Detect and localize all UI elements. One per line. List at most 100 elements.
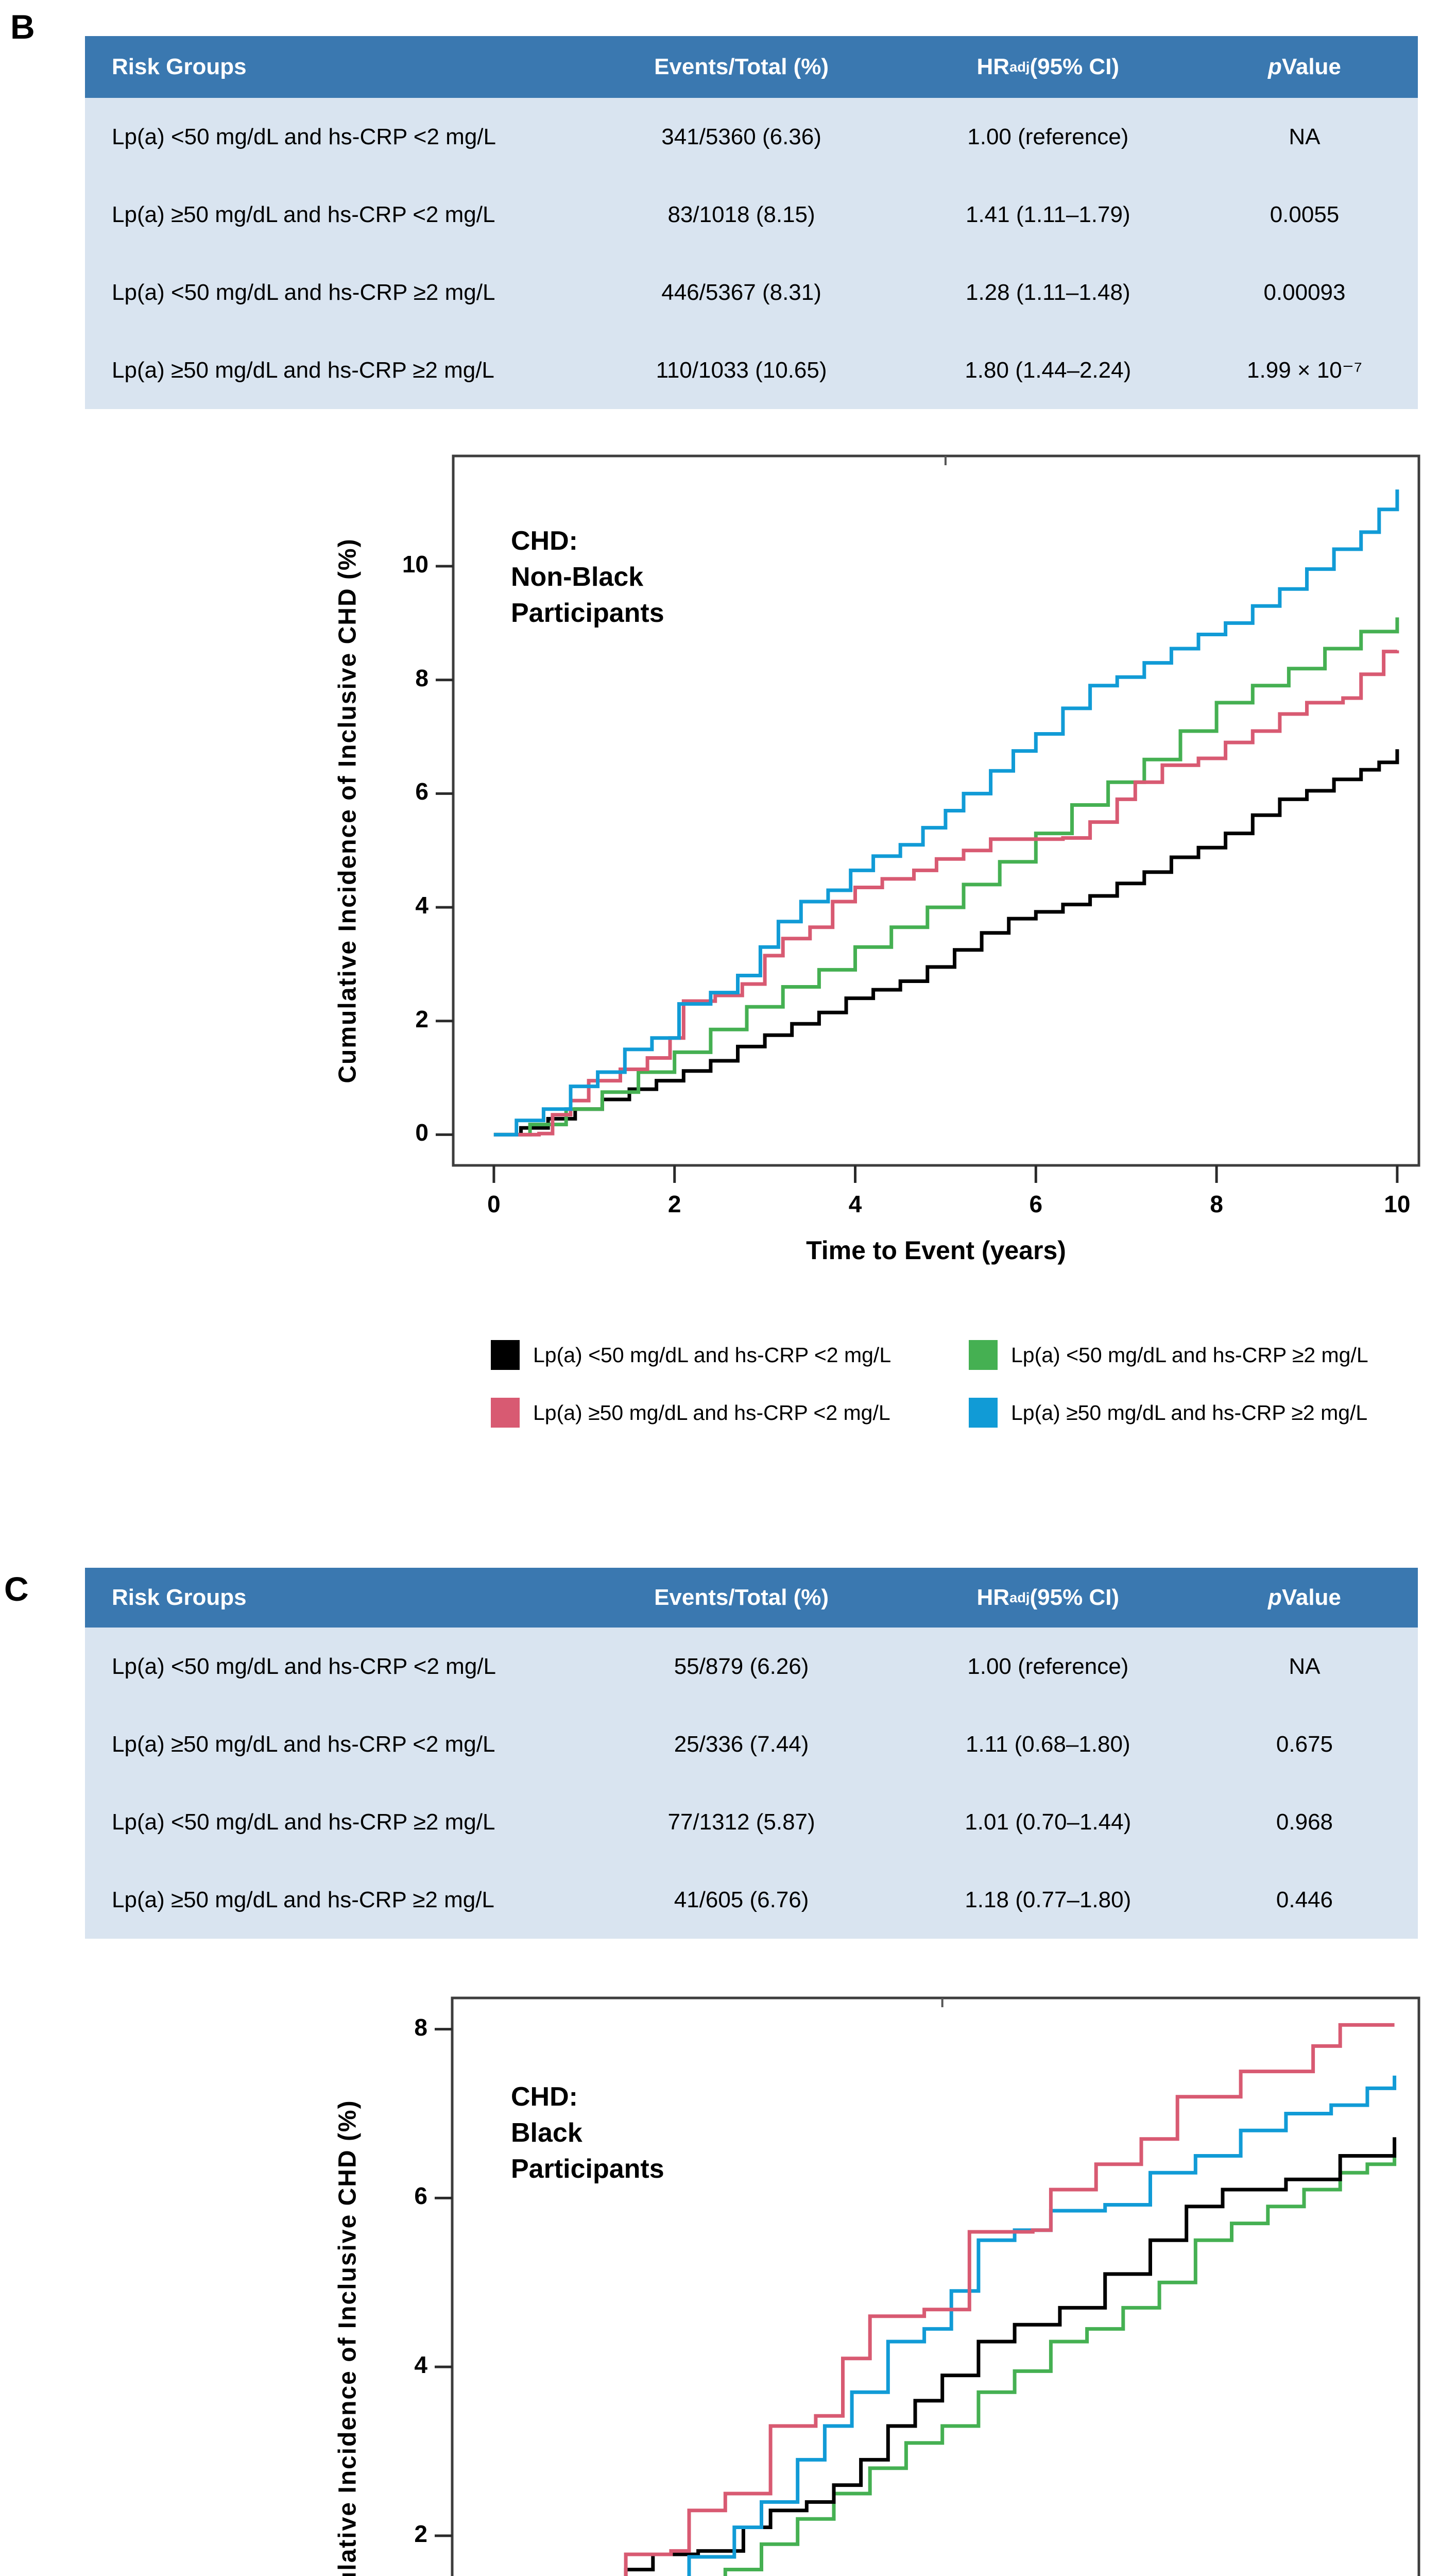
legend-swatch-blue xyxy=(969,1398,998,1428)
x-tick-label: 0 xyxy=(487,1191,501,1217)
survival-curve xyxy=(493,749,1399,1137)
risk-table-b: Risk Groups Events/Total (%) HR adj (95% … xyxy=(85,36,1418,409)
events-total-cell: 77/1312 (5.87) xyxy=(667,1809,815,1835)
y-axis-label: Cumulative Incidence of Inclusive CHD (%… xyxy=(334,2099,362,2576)
p-value-cell: NA xyxy=(1289,124,1321,149)
y-tick-label: 6 xyxy=(415,778,428,805)
hr-ci-cell: 1.18 (0.77–1.80) xyxy=(965,1887,1132,1912)
survival-curve xyxy=(493,489,1399,1137)
column-header-p-value: p Value xyxy=(1268,1585,1341,1610)
survival-curve-chart-non-black: 0 2 4 6 8 10 0 2 4 6 8 10 xyxy=(402,454,1420,1217)
y-tick-label: 0 xyxy=(415,1119,428,1146)
p-value-cell: NA xyxy=(1289,1653,1321,1679)
events-total-cell: 55/879 (6.26) xyxy=(674,1653,809,1679)
panel-label-c: C xyxy=(4,1570,29,1608)
risk-group-cell: Lp(a) <50 mg/dL and hs-CRP ≥2 mg/L xyxy=(112,1809,495,1835)
events-total-cell: 83/1018 (8.15) xyxy=(667,201,815,227)
p-value-cell: 0.0055 xyxy=(1270,201,1340,227)
hr-ci-cell: 1.00 (reference) xyxy=(967,1653,1129,1679)
p-value-cell: 0.968 xyxy=(1276,1809,1333,1835)
table-header-row: Risk Groups Events/Total (%) HR adj (95% … xyxy=(85,1568,1418,1628)
legend-item: Lp(a) ≥50 mg/dL and hs-CRP ≥2 mg/L xyxy=(969,1397,1368,1428)
chart-legend: Lp(a) <50 mg/dL and hs-CRP <2 mg/L Lp(a)… xyxy=(491,1340,1368,1455)
p-value-cell: 0.675 xyxy=(1276,1731,1333,1757)
p-value-cell: 0.446 xyxy=(1276,1887,1333,1912)
hr-ci-cell: 1.28 (1.11–1.48) xyxy=(965,279,1130,305)
table-row: Lp(a) <50 mg/dL and hs-CRP ≥2 mg/L 77/13… xyxy=(85,1783,1418,1861)
table-header-row: Risk Groups Events/Total (%) HR adj (95% … xyxy=(85,36,1418,98)
chart-title: CHD: Non-Black Participants xyxy=(511,526,664,629)
hr-ci-cell: 1.80 (1.44–2.24) xyxy=(965,357,1132,383)
risk-group-cell: Lp(a) <50 mg/dL and hs-CRP <2 mg/L xyxy=(112,1653,496,1679)
table-row: Lp(a) ≥50 mg/dL and hs-CRP <2 mg/L 83/10… xyxy=(85,176,1418,253)
legend-item: Lp(a) ≥50 mg/dL and hs-CRP <2 mg/L xyxy=(491,1397,968,1428)
legend-label: Lp(a) ≥50 mg/dL and hs-CRP ≥2 mg/L xyxy=(1011,1400,1368,1425)
legend-swatch-green xyxy=(969,1340,998,1370)
x-tick-label: 2 xyxy=(667,1191,681,1217)
x-tick-label: 6 xyxy=(1029,1191,1043,1217)
hr-ci-cell: 1.00 (reference) xyxy=(967,124,1129,149)
y-tick-label: 4 xyxy=(415,892,428,919)
table-row: Lp(a) ≥50 mg/dL and hs-CRP ≥2 mg/L 110/1… xyxy=(85,331,1418,409)
risk-group-cell: Lp(a) ≥50 mg/dL and hs-CRP <2 mg/L xyxy=(112,1731,495,1757)
risk-group-cell: Lp(a) <50 mg/dL and hs-CRP ≥2 mg/L xyxy=(112,279,495,305)
y-tick-label: 8 xyxy=(414,2013,427,2041)
column-header-hr-ci: HR adj (95% CI) xyxy=(976,54,1120,79)
table-row: Lp(a) <50 mg/dL and hs-CRP <2 mg/L 341/5… xyxy=(85,98,1418,176)
column-header-events-total: Events/Total (%) xyxy=(654,54,829,79)
column-header-risk-groups: Risk Groups xyxy=(112,54,247,79)
hr-ci-cell: 1.11 (0.68–1.80) xyxy=(965,1731,1130,1757)
y-tick-label: 10 xyxy=(402,551,428,578)
p-value-cell: 1.99 × 10⁻⁷ xyxy=(1247,358,1362,383)
risk-group-cell: Lp(a) <50 mg/dL and hs-CRP <2 mg/L xyxy=(112,124,496,149)
y-tick-label: 4 xyxy=(414,2351,427,2379)
hr-ci-cell: 1.41 (1.11–1.79) xyxy=(965,201,1130,227)
x-tick-label: 4 xyxy=(848,1191,862,1217)
column-header-hr-ci: HR adj (95% CI) xyxy=(976,1585,1120,1610)
column-header-events-total: Events/Total (%) xyxy=(654,1585,829,1610)
survival-curve xyxy=(687,2075,1397,2576)
legend-label: Lp(a) <50 mg/dL and hs-CRP ≥2 mg/L xyxy=(1011,1343,1368,1367)
hr-ci-cell: 1.01 (0.70–1.44) xyxy=(965,1809,1132,1835)
table-row: Lp(a) ≥50 mg/dL and hs-CRP <2 mg/L 25/33… xyxy=(85,1705,1418,1783)
survival-curve xyxy=(624,2023,1395,2576)
events-total-cell: 25/336 (7.44) xyxy=(674,1731,809,1757)
events-total-cell: 341/5360 (6.36) xyxy=(661,124,821,149)
x-axis-label: Time to Event (years) xyxy=(806,1236,1066,1265)
events-total-cell: 110/1033 (10.65) xyxy=(656,357,827,383)
y-axis-label: Cumulative Incidence of Inclusive CHD (%… xyxy=(334,538,362,1083)
survival-curve xyxy=(723,2151,1397,2576)
legend-swatch-black xyxy=(491,1340,520,1370)
legend-label: Lp(a) <50 mg/dL and hs-CRP <2 mg/L xyxy=(533,1343,892,1367)
y-tick-label: 2 xyxy=(415,1005,428,1032)
survival-curve xyxy=(624,2137,1397,2576)
column-header-p-value: p Value xyxy=(1268,54,1341,79)
risk-group-cell: Lp(a) ≥50 mg/dL and hs-CRP ≥2 mg/L xyxy=(112,357,494,383)
y-tick-label: 8 xyxy=(415,664,428,691)
risk-group-cell: Lp(a) ≥50 mg/dL and hs-CRP <2 mg/L xyxy=(112,201,495,227)
y-tick-label: 6 xyxy=(414,2182,427,2210)
column-header-risk-groups: Risk Groups xyxy=(112,1585,247,1610)
table-row: Lp(a) ≥50 mg/dL and hs-CRP ≥2 mg/L 41/60… xyxy=(85,1861,1418,1939)
risk-group-cell: Lp(a) ≥50 mg/dL and hs-CRP ≥2 mg/L xyxy=(112,1887,494,1912)
chart-title: CHD: Black Participants xyxy=(511,2082,664,2184)
table-row: Lp(a) <50 mg/dL and hs-CRP <2 mg/L 55/87… xyxy=(85,1628,1418,1705)
events-total-cell: 41/605 (6.76) xyxy=(674,1887,809,1912)
table-row: Lp(a) <50 mg/dL and hs-CRP ≥2 mg/L 446/5… xyxy=(85,253,1418,331)
survival-curves-svg xyxy=(435,1996,1420,2576)
plot-frame xyxy=(451,1996,1420,2576)
survival-curve xyxy=(493,650,1399,1137)
p-value-cell: 0.00093 xyxy=(1263,279,1346,305)
survival-curve xyxy=(493,617,1399,1137)
plot-frame xyxy=(452,454,1420,1167)
x-tick-label: 10 xyxy=(1384,1191,1411,1217)
risk-table-c: Risk Groups Events/Total (%) HR adj (95% … xyxy=(85,1568,1418,1939)
events-total-cell: 446/5367 (8.31) xyxy=(661,279,821,305)
legend-item: Lp(a) <50 mg/dL and hs-CRP ≥2 mg/L xyxy=(969,1340,1368,1370)
panel-label-b: B xyxy=(10,8,35,46)
survival-curves-svg xyxy=(436,454,1420,1183)
legend-label: Lp(a) ≥50 mg/dL and hs-CRP <2 mg/L xyxy=(533,1400,890,1425)
y-tick-label: 2 xyxy=(414,2520,427,2547)
legend-item: Lp(a) <50 mg/dL and hs-CRP <2 mg/L xyxy=(491,1340,968,1370)
